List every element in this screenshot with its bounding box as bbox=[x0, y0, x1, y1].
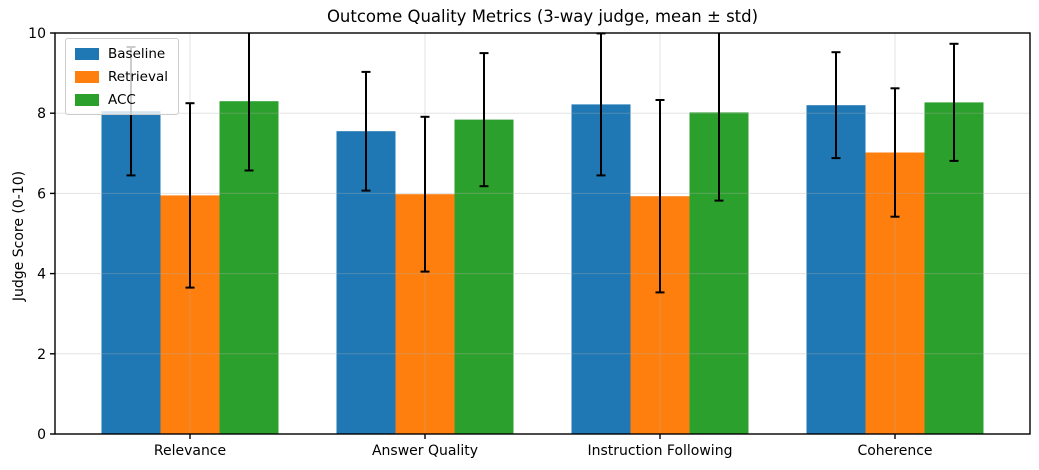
legend-swatch-acc bbox=[75, 93, 99, 106]
legend-item-retrieval: Retrieval bbox=[75, 68, 168, 85]
y-tick-label: 6 bbox=[37, 186, 46, 202]
legend-item-baseline: Baseline bbox=[75, 45, 168, 62]
legend: Baseline Retrieval ACC bbox=[65, 38, 179, 115]
x-tick-label-coherence: Coherence bbox=[857, 443, 932, 459]
legend-swatch-baseline bbox=[75, 47, 99, 60]
bar-baseline-coherence bbox=[806, 105, 866, 434]
legend-label-baseline: Baseline bbox=[108, 45, 166, 62]
legend-label-retrieval: Retrieval bbox=[108, 68, 168, 85]
y-tick-label: 2 bbox=[37, 347, 46, 363]
x-tick-label-relevance: Relevance bbox=[154, 443, 226, 459]
legend-label-acc: ACC bbox=[108, 91, 136, 108]
legend-item-acc: ACC bbox=[75, 91, 168, 108]
plot-spines bbox=[54, 32, 1031, 435]
x-tick-label-instruction-following: Instruction Following bbox=[588, 443, 733, 459]
x-tick-label-answer-quality: Answer Quality bbox=[372, 443, 478, 459]
y-tick-label: 8 bbox=[37, 106, 46, 122]
y-tick-label: 0 bbox=[37, 427, 46, 443]
y-tick-label: 10 bbox=[28, 26, 46, 42]
y-tick-label: 4 bbox=[37, 267, 46, 283]
chart-title: Outcome Quality Metrics (3-way judge, me… bbox=[326, 7, 759, 26]
legend-swatch-retrieval bbox=[75, 70, 99, 83]
